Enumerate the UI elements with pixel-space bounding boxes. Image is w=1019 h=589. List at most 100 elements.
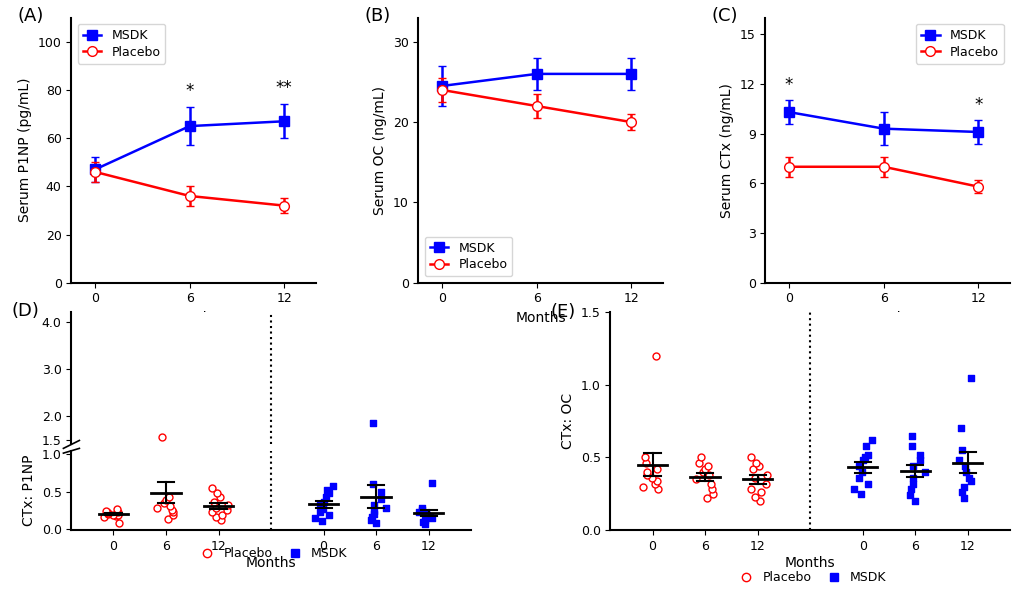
Point xyxy=(109,494,125,503)
Point xyxy=(153,409,169,418)
Point xyxy=(414,517,430,527)
Point xyxy=(638,459,654,468)
Point xyxy=(307,514,323,523)
Legend: Placebo, MSDK: Placebo, MSDK xyxy=(190,542,353,565)
Text: *: * xyxy=(973,96,981,114)
Point xyxy=(99,507,115,517)
Point xyxy=(319,485,335,495)
Point xyxy=(700,470,716,479)
Point xyxy=(365,418,381,428)
Point xyxy=(110,511,126,520)
Point xyxy=(703,485,719,494)
Point xyxy=(688,475,704,484)
Point xyxy=(956,482,972,491)
Point xyxy=(109,505,125,514)
Point xyxy=(953,488,969,497)
Y-axis label: Serum P1NP (pg/mL): Serum P1NP (pg/mL) xyxy=(18,78,33,223)
Point xyxy=(158,496,174,505)
Point xyxy=(205,489,221,498)
Point xyxy=(321,497,337,507)
Point xyxy=(365,495,381,504)
Point xyxy=(373,482,389,492)
Point xyxy=(219,505,235,515)
Point xyxy=(859,479,875,488)
Point xyxy=(311,508,327,517)
X-axis label: Months: Months xyxy=(861,311,912,325)
Point xyxy=(108,511,124,521)
Point xyxy=(207,503,223,512)
Point xyxy=(110,497,126,507)
Point xyxy=(366,500,382,509)
Point xyxy=(747,492,763,501)
Point xyxy=(649,464,665,474)
Point xyxy=(365,506,381,515)
Point xyxy=(911,456,927,465)
Point xyxy=(638,467,654,477)
Point xyxy=(852,489,868,498)
Point xyxy=(155,498,171,507)
Point xyxy=(905,461,921,471)
Point xyxy=(950,456,966,465)
Point xyxy=(100,508,116,518)
Point xyxy=(417,503,433,512)
Point xyxy=(209,488,225,498)
Point xyxy=(744,464,760,474)
Point xyxy=(856,453,872,462)
Point xyxy=(311,495,327,505)
Point xyxy=(219,494,235,504)
Text: *: * xyxy=(784,76,793,94)
Point xyxy=(423,514,439,523)
Point xyxy=(758,470,774,479)
Point xyxy=(324,481,340,490)
Point xyxy=(850,461,866,471)
Point xyxy=(698,494,714,503)
Point xyxy=(373,487,389,497)
Point xyxy=(417,500,433,509)
Point xyxy=(110,502,126,511)
Point xyxy=(324,478,340,488)
Point xyxy=(743,485,759,494)
Point xyxy=(99,495,115,504)
Point xyxy=(750,461,766,471)
Point xyxy=(692,453,708,462)
X-axis label: Months: Months xyxy=(246,555,297,570)
Point xyxy=(155,489,171,499)
Point xyxy=(314,505,330,514)
Point xyxy=(365,387,381,396)
Point xyxy=(423,499,439,509)
Point xyxy=(363,498,379,508)
Point xyxy=(312,500,328,509)
Point xyxy=(159,514,175,524)
Y-axis label: CTx: P1NP: CTx: P1NP xyxy=(22,455,36,526)
Point xyxy=(165,497,181,507)
Point xyxy=(953,445,969,455)
Point xyxy=(321,511,337,520)
Point xyxy=(644,473,660,482)
Point xyxy=(694,467,710,477)
Point xyxy=(161,502,177,511)
Text: (E): (E) xyxy=(550,303,576,322)
Point xyxy=(846,485,862,494)
Point xyxy=(422,512,438,521)
Point xyxy=(364,479,380,489)
Point xyxy=(747,459,763,468)
Point xyxy=(204,495,220,505)
Point xyxy=(165,511,181,520)
Point xyxy=(314,517,330,526)
Text: (A): (A) xyxy=(17,7,44,25)
Point xyxy=(424,478,440,487)
Point xyxy=(205,497,221,507)
Point xyxy=(307,499,323,509)
Point xyxy=(752,488,768,497)
Point xyxy=(108,498,124,507)
Y-axis label: Serum CTx (ng/mL): Serum CTx (ng/mL) xyxy=(719,83,734,217)
Point xyxy=(955,494,971,503)
Point xyxy=(164,494,180,504)
Point xyxy=(318,486,334,495)
Point xyxy=(904,479,920,488)
Point xyxy=(960,473,976,482)
Y-axis label: Serum OC (ng/mL): Serum OC (ng/mL) xyxy=(373,85,387,215)
Point xyxy=(153,432,169,442)
Point xyxy=(363,515,379,524)
Point xyxy=(422,498,438,508)
